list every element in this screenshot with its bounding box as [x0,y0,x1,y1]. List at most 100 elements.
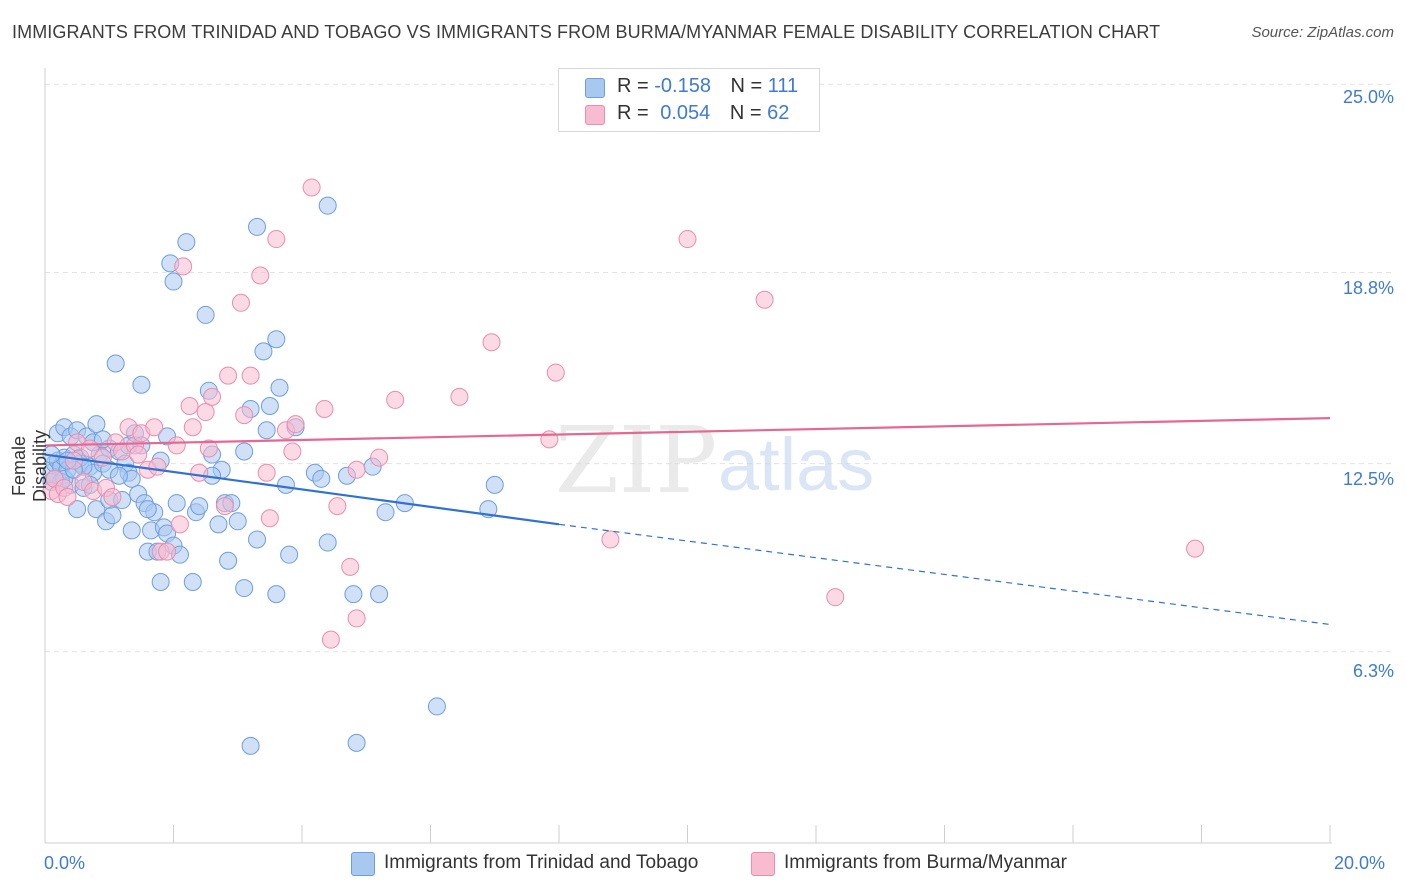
data-point-blue-82 [318,533,337,552]
x-tick-label-max: 20.0% [1334,853,1386,873]
data-point-pink-32 [203,387,222,406]
data-point-pink-40 [260,509,279,528]
legend-n-label-pink: N = [729,102,762,124]
data-point-blue-89 [376,503,395,522]
data-point-blue-20 [87,500,106,519]
data-point-pink-31 [199,439,218,458]
data-point-blue-68 [241,736,260,755]
data-point-blue-78 [280,545,299,564]
trendline-pink [44,417,1331,447]
data-point-blue-85 [344,585,363,604]
data-point-blue-27 [106,354,125,373]
data-point-blue-62 [219,551,238,570]
data-point-blue-73 [260,396,279,415]
data-point-pink-57 [546,363,565,382]
data-point-blue-66 [235,442,254,461]
data-point-pink-4 [58,488,77,507]
data-point-pink-45 [302,178,321,197]
x-tick-label-min: 0.0% [44,853,86,873]
data-point-pink-36 [235,406,254,425]
legend-r-value-pink: 0.054 [660,102,711,124]
data-point-pink-55 [482,333,501,352]
data-point-blue-88 [370,585,389,604]
data-point-blue-49 [164,272,183,291]
data-point-pink-56 [540,430,559,449]
data-point-blue-103 [190,497,209,516]
data-point-blue-70 [248,530,267,549]
data-point-blue-93 [485,475,504,494]
legend-swatch-blue [585,78,605,98]
data-point-blue-54 [183,573,202,591]
data-point-blue-64 [228,512,247,531]
data-point-blue-72 [257,421,276,440]
chart-title: IMMIGRANTS FROM TRINIDAD AND TOBAGO VS I… [12,22,1161,42]
data-point-blue-51 [167,494,186,513]
data-point-blue-36 [132,375,151,394]
data-point-pink-20 [145,418,164,437]
trendline-blue [44,453,560,526]
data-point-pink-37 [241,366,260,385]
data-point-pink-58 [601,530,620,549]
data-point-pink-29 [190,463,209,482]
legend-n-value-blue: 111 [767,75,799,97]
data-point-pink-53 [386,390,405,409]
data-point-blue-75 [267,585,286,604]
data-point-pink-34 [219,366,238,385]
data-point-pink-39 [257,463,276,482]
data-point-blue-77 [276,475,295,494]
data-point-blue-83 [318,196,337,215]
data-point-pink-46 [315,400,334,419]
data-point-pink-28 [183,418,202,437]
data-point-pink-50 [347,460,366,479]
legend-r-value-blue: -0.158 [654,75,711,97]
data-point-blue-86 [347,733,366,752]
data-point-pink-48 [328,497,347,516]
legend-r-label-pink: R = [617,102,649,124]
y-tick-label-6-3: 6.3% [1352,661,1394,681]
data-point-pink-27 [180,396,199,415]
bottom-legend-swatch-pink [751,852,775,876]
legend-swatch-pink [585,105,605,125]
bottom-legend-label-pink: Immigrants from Burma/Myanmar [784,852,1067,873]
legend-n-label-blue: N = [730,75,763,97]
data-point-blue-74 [267,330,286,349]
data-point-blue-19 [87,415,106,434]
data-point-blue-81 [312,469,331,488]
data-point-pink-5 [64,451,83,470]
data-point-pink-17 [129,445,148,464]
chart-source: Source: ZipAtlas.com [1251,24,1394,41]
data-point-pink-38 [251,266,270,285]
data-point-pink-12 [103,488,122,507]
y-tick-label-12-5: 12.5% [1342,469,1394,489]
data-point-pink-33 [215,497,234,516]
data-point-blue-76 [270,378,289,397]
data-point-blue-71 [254,342,273,361]
bottom-legend-label-blue: Immigrants from Trinidad and Tobago [384,852,699,873]
data-point-pink-54 [450,387,469,406]
data-point-blue-13 [68,500,87,519]
y-tick-label-25: 25.0% [1342,87,1394,107]
data-point-pink-25 [170,515,189,534]
data-point-pink-61 [826,588,845,607]
data-point-blue-91 [427,697,446,716]
data-point-blue-69 [248,217,267,236]
data-point-pink-21 [148,457,167,476]
data-point-pink-44 [286,415,305,434]
correlation-legend: R = -0.158 N = 111 R = 0.054 N = 62 [558,68,820,132]
data-point-pink-43 [283,442,302,461]
data-point-blue-107 [109,466,128,485]
y-axis-label: Female Disability [9,429,50,503]
watermark-atlas: atlas [718,423,874,506]
legend-n-value-pink: 62 [767,102,790,124]
data-point-pink-24 [167,436,186,455]
bottom-legend-swatch-blue [351,852,375,876]
data-point-blue-53 [177,233,196,252]
trendline-blue-projection [558,523,1331,626]
y-tick-label-18-8: 18.8% [1342,278,1394,298]
data-point-pink-26 [174,257,193,276]
data-point-pink-59 [678,230,697,249]
legend-r-label-blue: R = [617,75,649,97]
data-point-pink-30 [196,403,215,422]
data-point-blue-56 [196,305,215,324]
legend-row-blue: R = -0.158 N = 111 [617,75,798,99]
